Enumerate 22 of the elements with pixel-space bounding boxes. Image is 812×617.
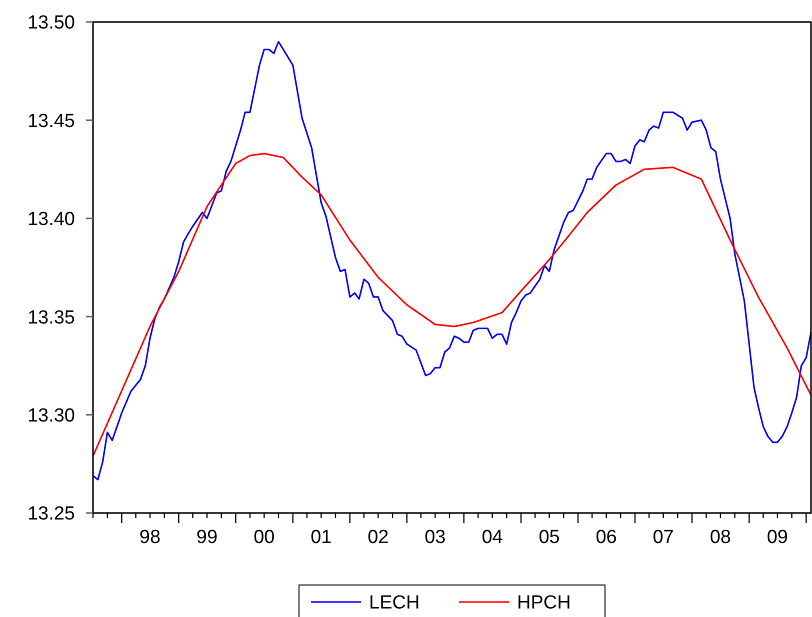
y-tick-label: 13.50 (27, 12, 75, 34)
x-tick-label: 98 (139, 527, 161, 548)
x-tick-label: 99 (196, 527, 218, 548)
y-tick-label: 13.40 (27, 209, 75, 230)
legend-label: HPCH (517, 592, 571, 614)
x-tick-label: 08 (710, 527, 731, 548)
x-tick-label: 07 (652, 527, 674, 548)
y-tick-label: 13.35 (27, 307, 75, 328)
x-tick-label: 06 (596, 527, 617, 548)
y-tick-label: 13.30 (27, 405, 75, 426)
y-tick-label: 13.25 (27, 504, 75, 525)
x-tick-label: 05 (538, 527, 560, 548)
x-tick-label: 03 (424, 527, 446, 548)
x-tick-label: 00 (254, 527, 275, 548)
y-tick-label: 13.45 (27, 110, 75, 132)
x-tick-label: 04 (482, 527, 504, 548)
x-tick-label: 09 (766, 527, 788, 548)
x-tick-label: 01 (310, 527, 332, 548)
line-series (92, 152, 812, 457)
legend-label: LECH (369, 592, 420, 614)
line-series (92, 40, 812, 480)
x-tick-label: 02 (368, 527, 389, 548)
